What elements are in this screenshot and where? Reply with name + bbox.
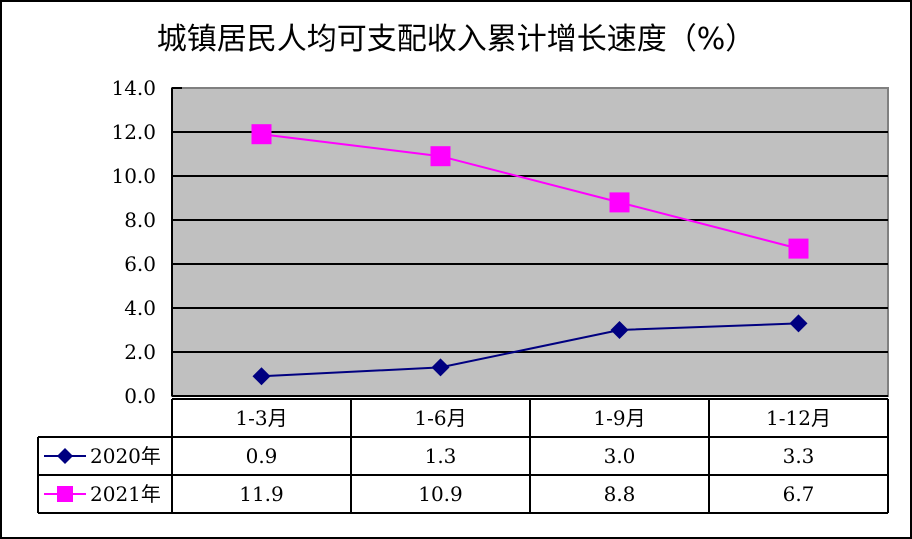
table-value-cell: 11.9	[239, 482, 284, 506]
square-marker	[251, 124, 272, 145]
y-tick-label: 12.0	[111, 120, 156, 144]
diamond-marker	[431, 358, 450, 377]
table-header-cell: 1-3月	[235, 406, 287, 430]
table-header-cell: 1-6月	[414, 406, 466, 430]
series-line-2021年	[261, 133, 799, 250]
y-tick-label: 14.0	[111, 76, 156, 100]
chart-title: 城镇居民人均可支配收入累计增长速度（%）	[156, 22, 756, 57]
diamond-marker	[610, 321, 629, 339]
legend-label: 2020年	[90, 444, 161, 468]
table-value-cell: 6.7	[783, 482, 815, 506]
plot-area	[171, 87, 889, 397]
y-tick-label: 0.0	[124, 384, 156, 408]
legend-square-icon	[57, 486, 73, 502]
table-value-cell: 8.8	[604, 482, 636, 506]
y-tick-label: 4.0	[124, 296, 156, 320]
legend-diamond-icon	[57, 448, 73, 464]
table-header-cell: 1-9月	[593, 406, 645, 430]
table-header-cell: 1-12月	[766, 406, 831, 430]
square-marker	[430, 146, 451, 167]
table-value-cell: 3.3	[783, 444, 815, 468]
square-marker	[609, 192, 630, 213]
legend-label: 2021年	[90, 482, 161, 506]
diamond-marker	[252, 367, 271, 386]
series-line-2020年	[261, 322, 799, 378]
table-value-cell: 3.0	[604, 444, 636, 468]
y-tick-label: 8.0	[124, 208, 156, 232]
y-tick-label: 10.0	[111, 164, 156, 188]
table-value-cell: 1.3	[425, 444, 457, 468]
y-tick-label: 2.0	[124, 340, 156, 364]
diamond-marker	[789, 314, 808, 333]
table-value-cell: 0.9	[246, 444, 278, 468]
table-value-cell: 10.9	[418, 482, 463, 506]
square-marker	[788, 238, 809, 259]
y-tick-label: 6.0	[124, 252, 156, 276]
